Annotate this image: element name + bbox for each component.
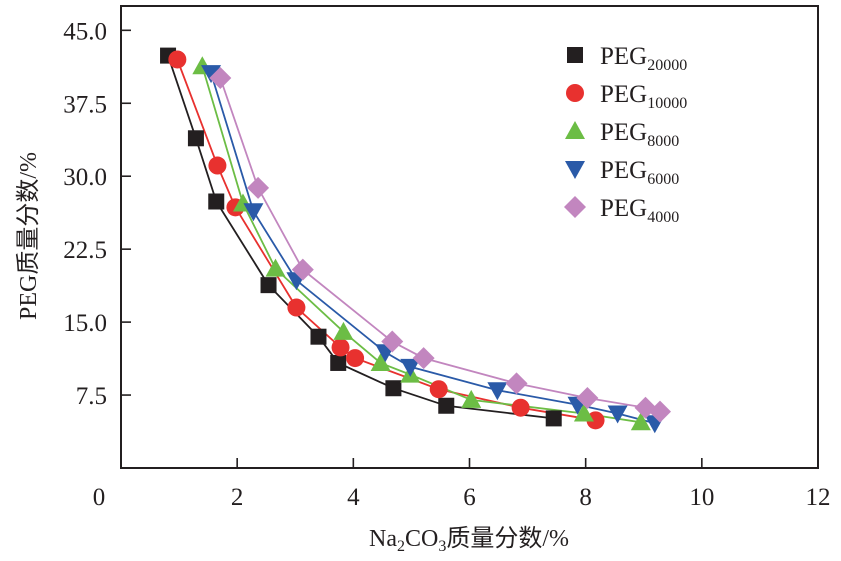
legend-label-sub: 4000 [647, 209, 679, 226]
data-point-peg4000 [649, 400, 672, 423]
x-tick-label: 2 [231, 484, 244, 511]
y-tick-label: 37.5 [63, 91, 107, 118]
legend-label: PEG10000 [600, 81, 687, 112]
x-tick-label: 4 [347, 484, 360, 511]
x-axis-title-part: CO [405, 526, 438, 552]
legend-label: PEG6000 [600, 157, 679, 188]
x-axis-title-sub: 2 [397, 538, 405, 555]
legend-label: PEG20000 [600, 43, 687, 74]
data-point-peg20000 [310, 328, 327, 345]
legend-marker-peg4000 [564, 196, 586, 218]
legend-label-base: PEG [600, 81, 647, 108]
y-tick-label: 30.0 [63, 164, 107, 191]
x-axis-title-sub: 3 [438, 538, 446, 555]
y-tick-label: 7.5 [76, 383, 107, 410]
y-tick-label: 22.5 [63, 237, 107, 264]
data-point-peg20000 [187, 130, 204, 147]
y-tick-label: 45.0 [63, 18, 107, 45]
data-point-peg20000 [545, 410, 562, 427]
data-point-peg6000 [243, 203, 264, 222]
data-point-peg20000 [260, 277, 277, 294]
legend-label-sub: 8000 [647, 133, 679, 150]
legend-label-sub: 10000 [647, 95, 687, 112]
x-axis-title-part: Na [369, 526, 397, 552]
x-axis-title-part: 质量分数/% [446, 525, 569, 552]
data-point-peg8000 [370, 352, 391, 371]
legend-item-peg20000: PEG20000 [567, 43, 687, 74]
legend-label-base: PEG [600, 43, 647, 70]
data-point-peg8000 [461, 389, 482, 408]
data-point-peg4000 [505, 372, 528, 395]
legend-marker-peg20000 [567, 47, 583, 63]
legend-marker-peg10000 [566, 84, 584, 102]
legend-marker-peg6000 [565, 161, 585, 179]
data-point-peg20000 [385, 380, 402, 397]
legend-label: PEG4000 [600, 195, 679, 226]
data-point-peg4000 [291, 258, 314, 281]
legend-item-peg10000: PEG10000 [566, 81, 687, 112]
legend-marker-peg8000 [565, 121, 585, 139]
legend-label-base: PEG [600, 157, 647, 184]
data-point-peg8000 [573, 403, 594, 422]
data-point-peg10000 [287, 298, 306, 317]
x-tick-label: 10 [689, 484, 714, 511]
legend-item-peg4000: PEG4000 [564, 195, 679, 226]
data-point-peg4000 [412, 347, 435, 370]
y-tick-label: 15.0 [63, 310, 107, 337]
data-point-peg20000 [208, 193, 225, 210]
data-point-peg6000 [400, 358, 421, 377]
legend-label-base: PEG [600, 195, 647, 222]
legend-item-peg8000: PEG8000 [565, 119, 679, 150]
data-point-peg4000 [209, 66, 232, 89]
data-point-peg4000 [247, 176, 270, 199]
data-point-peg10000 [168, 50, 187, 69]
data-point-peg8000 [333, 321, 354, 340]
series-line-peg4000 [219, 77, 661, 413]
legend-label-sub: 6000 [647, 171, 679, 188]
data-point-peg10000 [586, 411, 605, 430]
data-point-peg6000 [201, 65, 222, 84]
x-tick-label: 8 [579, 484, 592, 511]
data-point-peg10000 [511, 398, 530, 417]
data-point-peg10000 [429, 380, 448, 399]
legend-label-sub: 20000 [647, 57, 687, 74]
data-point-peg4000 [576, 386, 599, 409]
data-point-peg6000 [607, 405, 628, 424]
data-point-peg10000 [346, 349, 365, 368]
series-line-peg6000 [210, 72, 656, 425]
legend-item-peg6000: PEG6000 [565, 157, 679, 188]
legend-label: PEG8000 [600, 119, 679, 150]
data-point-peg6000 [487, 382, 508, 401]
y-axis-title: PEG质量分数/% [15, 152, 42, 320]
x-axis-title: Na2CO3质量分数/% [369, 525, 569, 555]
x-tick-label: 12 [806, 484, 831, 511]
legend-label-base: PEG [600, 119, 647, 146]
data-point-peg20000 [330, 354, 347, 371]
data-point-peg20000 [438, 397, 455, 414]
data-point-peg10000 [208, 156, 227, 175]
data-point-peg10000 [331, 338, 350, 357]
data-point-peg8000 [265, 258, 286, 277]
data-point-peg8000 [630, 412, 651, 431]
data-point-peg4000 [381, 330, 404, 353]
x-tick-label: 0 [93, 484, 106, 511]
x-tick-label: 6 [463, 484, 476, 511]
